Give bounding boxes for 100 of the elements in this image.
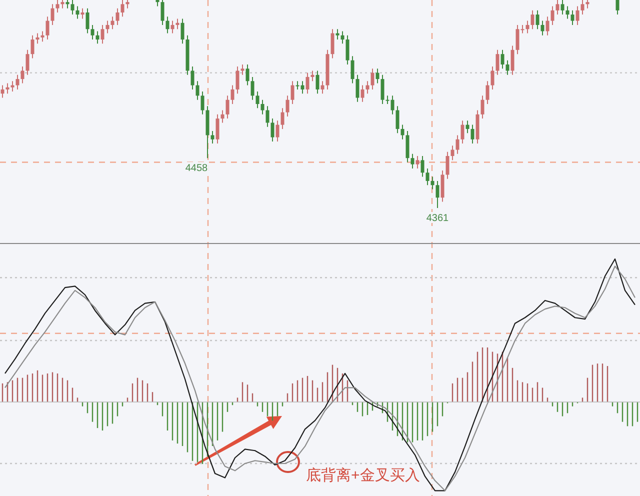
candlestick xyxy=(330,28,334,59)
candlestick xyxy=(10,80,14,92)
annotation: 底背离+金叉买入 xyxy=(306,467,420,484)
candlestick xyxy=(456,134,460,154)
candlestick xyxy=(100,24,104,44)
candlestick xyxy=(306,72,310,94)
candlestick xyxy=(210,130,214,144)
candlestick xyxy=(120,0,124,18)
candlestick xyxy=(270,118,274,142)
candlestick xyxy=(190,66,194,90)
candlestick xyxy=(36,32,40,44)
annotation: 4458 xyxy=(185,163,208,174)
candlestick xyxy=(20,66,24,84)
candlestick xyxy=(380,74,384,104)
candlestick xyxy=(556,0,560,16)
candlestick xyxy=(200,91,204,115)
candlestick xyxy=(480,95,484,120)
candlestick xyxy=(170,20,174,34)
candlestick xyxy=(180,18,184,44)
candlestick xyxy=(110,16,114,30)
candlestick xyxy=(220,110,224,124)
candlestick xyxy=(400,124,404,140)
candlestick xyxy=(46,16,50,40)
candlestick xyxy=(160,0,164,26)
candlestick xyxy=(40,30,44,42)
candlestick xyxy=(236,66,240,94)
candlestick xyxy=(496,49,500,76)
candlestick xyxy=(196,80,200,100)
candlestick xyxy=(86,8,90,34)
candlestick xyxy=(246,64,250,86)
candlestick xyxy=(406,130,410,163)
candlestick xyxy=(280,108,284,130)
candlestick xyxy=(616,0,620,16)
candlestick xyxy=(506,60,510,76)
candlestick xyxy=(410,153,414,169)
candlestick xyxy=(550,6,554,26)
candlestick xyxy=(396,106,400,134)
candlestick xyxy=(580,0,584,16)
candlestick xyxy=(376,68,380,84)
candlestick xyxy=(96,30,100,44)
candlestick xyxy=(486,80,490,104)
candlestick xyxy=(176,18,180,30)
candlestick xyxy=(540,20,544,36)
candlestick xyxy=(336,28,340,40)
candlestick xyxy=(316,70,320,94)
candlestick xyxy=(290,80,294,104)
candlestick xyxy=(90,24,94,40)
candlestick xyxy=(366,80,370,94)
candlestick xyxy=(546,16,550,36)
candlestick xyxy=(230,84,234,104)
candlestick xyxy=(466,120,470,134)
candlestick xyxy=(286,95,290,117)
candlestick xyxy=(216,114,220,144)
candlestick xyxy=(530,10,534,30)
candlestick xyxy=(116,8,120,26)
candlestick xyxy=(250,76,254,100)
candlestick xyxy=(70,0,74,16)
candlestick xyxy=(570,10,574,26)
candlestick xyxy=(500,49,504,70)
candlestick xyxy=(490,66,494,90)
candlestick xyxy=(526,20,530,34)
candlestick xyxy=(106,20,110,34)
candlestick xyxy=(226,95,230,120)
candlestick xyxy=(56,0,60,13)
candlestick xyxy=(310,70,314,82)
candlestick xyxy=(276,120,280,142)
candlestick xyxy=(446,151,450,180)
candlestick xyxy=(416,156,420,169)
candlestick xyxy=(370,68,374,90)
candlestick xyxy=(240,64,244,76)
candlestick xyxy=(346,34,350,65)
candlestick xyxy=(566,6,570,20)
candlestick xyxy=(440,170,444,202)
candlestick xyxy=(460,120,464,144)
candlestick xyxy=(420,156,424,178)
candlestick xyxy=(16,74,20,90)
candlestick xyxy=(536,10,540,30)
annotation: 4361 xyxy=(426,213,450,224)
candlestick xyxy=(260,99,264,115)
candlestick xyxy=(350,56,354,84)
candlestick xyxy=(356,74,360,102)
candlestick xyxy=(80,8,84,20)
candlestick xyxy=(450,145,454,161)
candlestick xyxy=(426,168,430,186)
candlestick xyxy=(256,91,260,109)
candlestick xyxy=(30,34,34,59)
candlestick xyxy=(510,45,514,76)
candlestick xyxy=(430,176,434,190)
candlestick xyxy=(576,6,580,26)
candlestick xyxy=(50,4,54,26)
candlestick xyxy=(166,16,170,34)
candlestick xyxy=(436,180,440,208)
candlestick xyxy=(360,84,364,102)
candlestick xyxy=(76,6,80,20)
candlestick xyxy=(560,0,564,16)
candlestick xyxy=(266,106,270,128)
candlestick xyxy=(0,84,4,98)
candlestick xyxy=(6,82,10,94)
candlestick xyxy=(26,49,30,76)
candlestick xyxy=(320,80,324,94)
